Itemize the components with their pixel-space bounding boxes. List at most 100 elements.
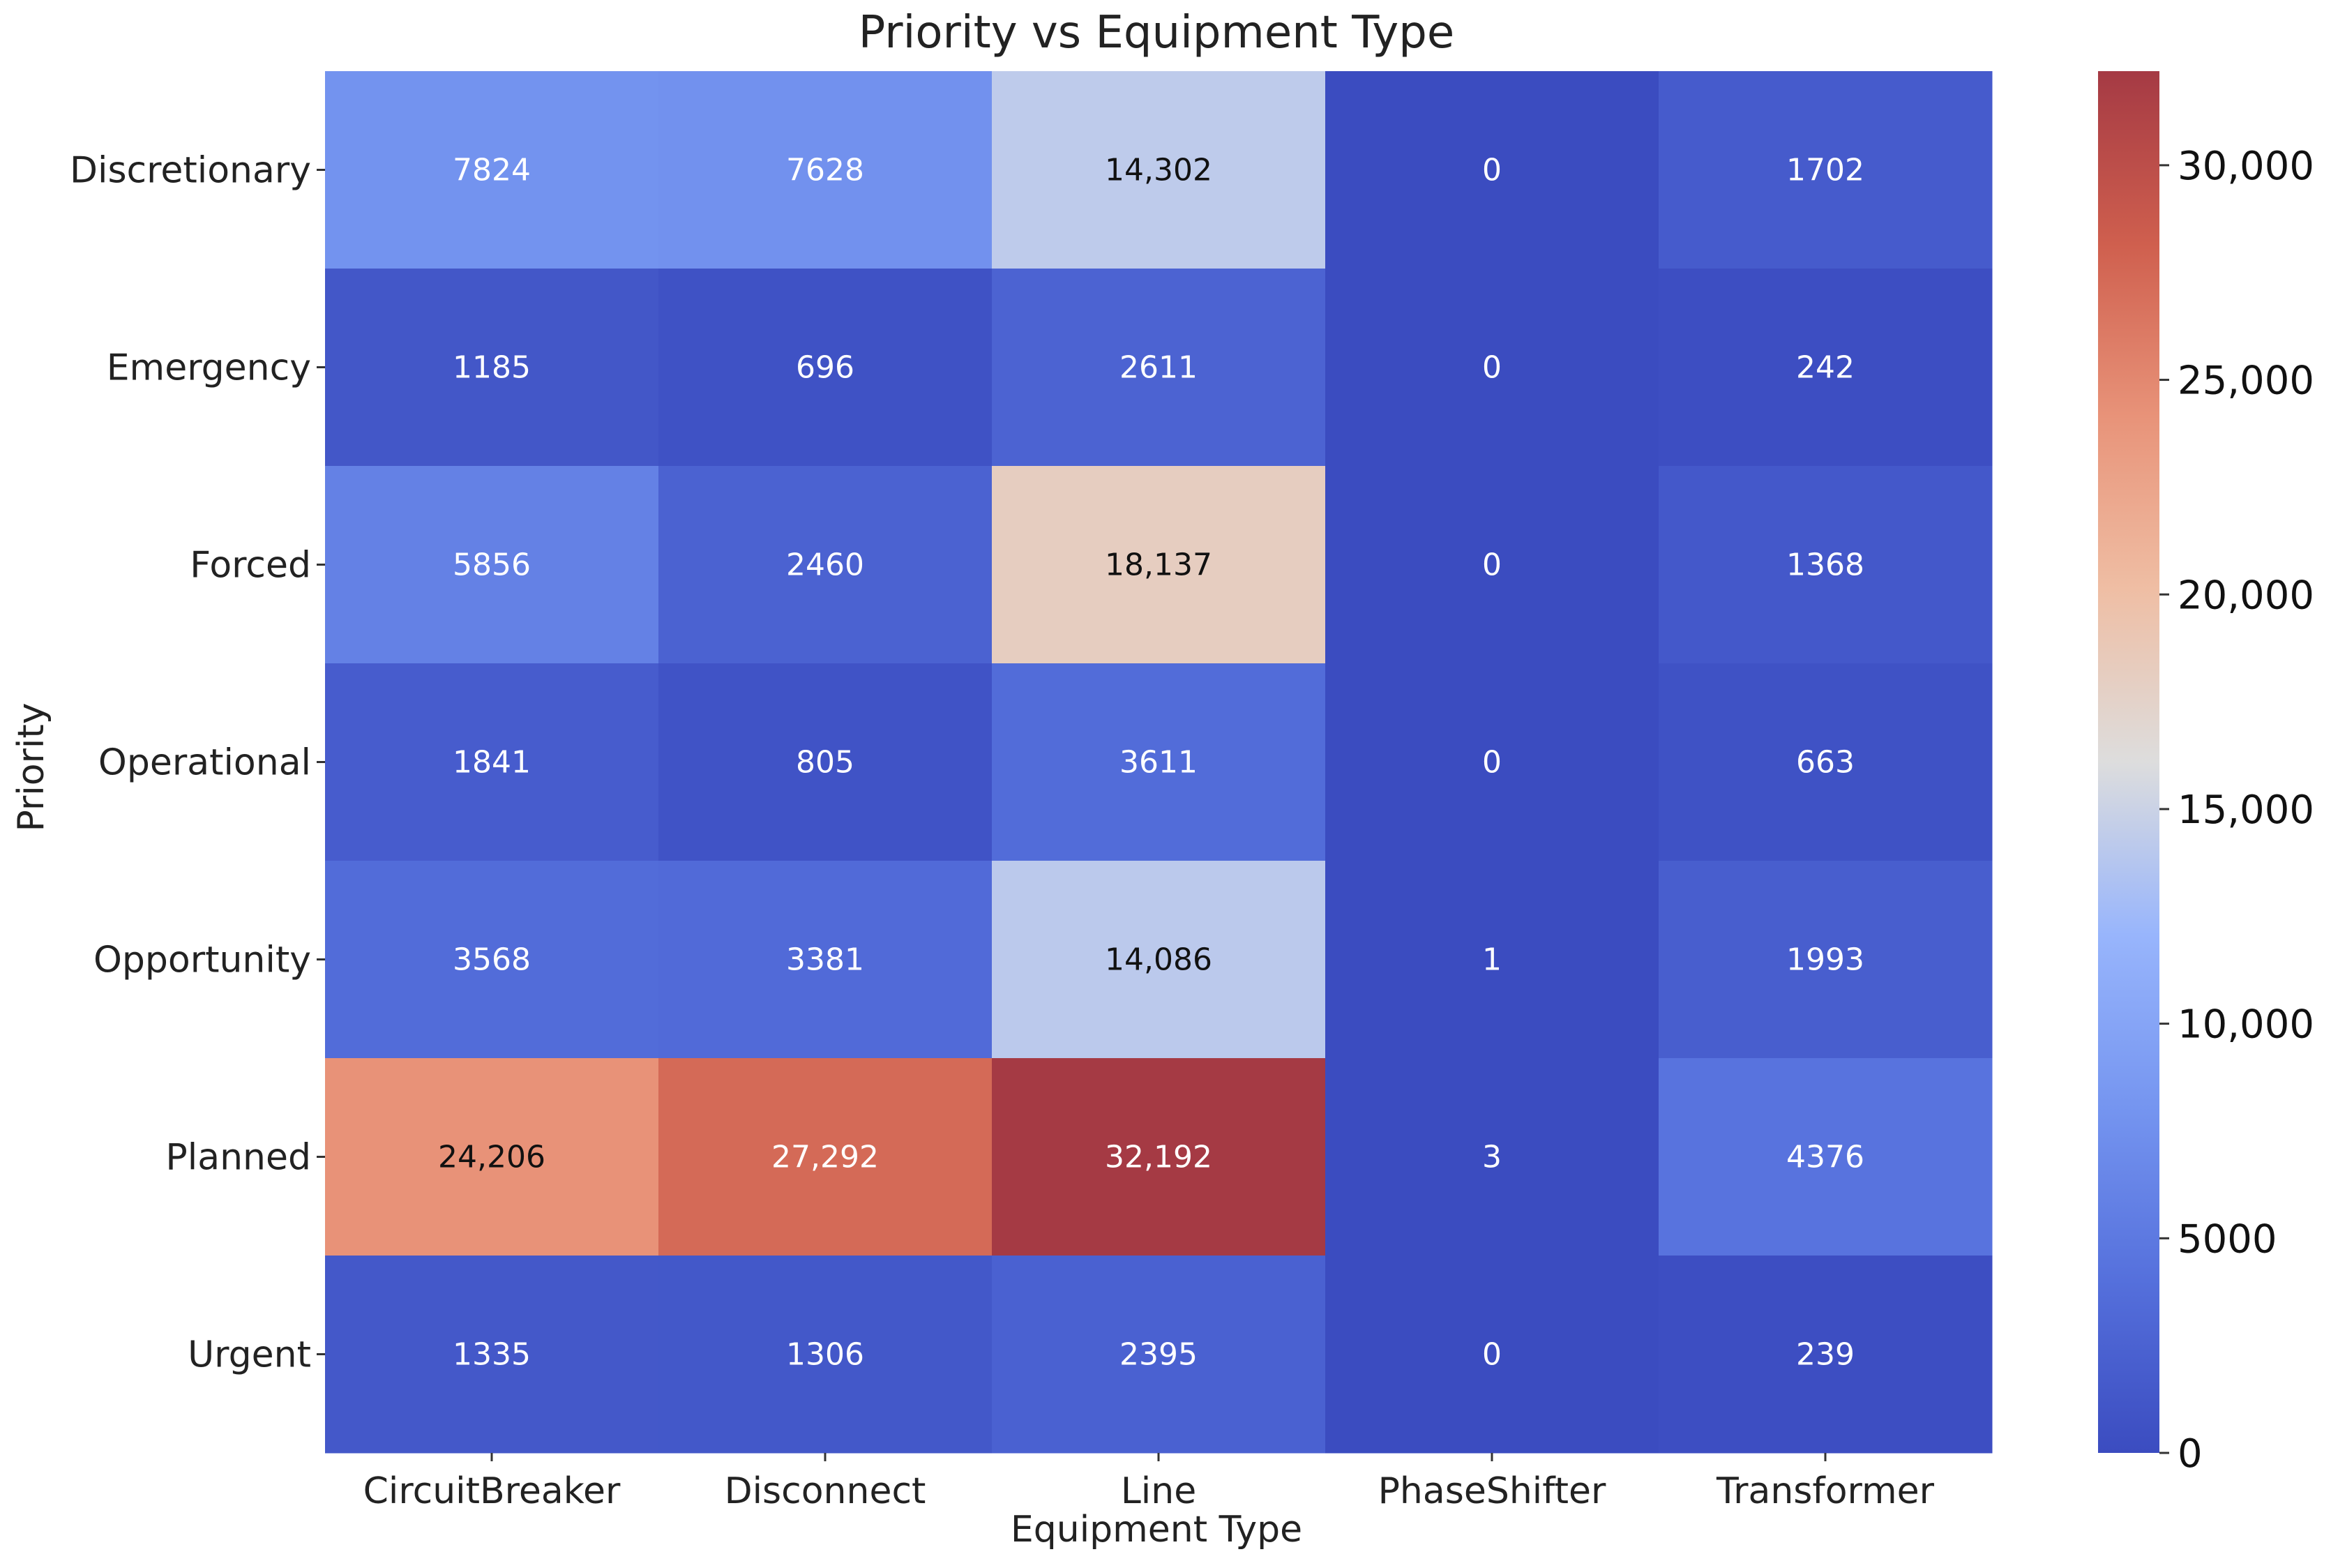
heatmap-cell [325,1256,659,1454]
cell-value-label: 24,206 [438,1140,545,1175]
y-tick-label: Emergency [107,347,311,389]
cell-value-label: 2611 [1119,350,1198,386]
cell-value-label: 696 [796,350,854,386]
cell-value-label: 2460 [786,548,864,583]
cell-value-label: 805 [796,745,854,781]
heatmap-cell [325,663,659,861]
heatmap-cell [1325,1058,1659,1256]
heatmap-cell [658,269,993,467]
y-tick-label: Urgent [188,1334,311,1376]
cell-value-label: 14,302 [1105,153,1212,188]
heatmap-cell [1325,663,1659,861]
cell-value-label: 27,292 [771,1140,879,1175]
cell-value-label: 7628 [786,153,864,188]
x-axis: CircuitBreaker Disconnect Line PhaseShifter… [363,1453,1935,1512]
heatmap-cell [1659,269,1993,467]
cell-value-label: 1335 [453,1337,531,1373]
cell-value-label: 3568 [453,942,531,978]
y-axis: Discretionary Emergency Forced Operational O… [70,150,325,1376]
heatmap-cell [658,466,993,664]
heatmap-cell [1325,1256,1659,1454]
cell-value-label: 18,137 [1105,548,1212,583]
heatmap-cell [992,663,1326,861]
heatmap-cell [992,861,1326,1059]
heatmap-cell [992,1256,1326,1454]
heatmap-cell [1659,861,1993,1059]
heatmap-cell [992,269,1326,467]
heatmap-cell [1659,1256,1993,1454]
x-axis-label: Equipment Type [1011,1509,1302,1551]
heatmap-cell [1325,269,1659,467]
colorbar-gradient [2098,71,2159,1453]
cell-value-label: 663 [1796,745,1855,781]
y-tick-label: Opportunity [93,940,311,981]
heatmap-cell [658,71,993,269]
colorbar-tick-label: 10,000 [2178,1002,2314,1048]
heatmap-cells [325,71,1993,1454]
x-tick-label: Transformer [1716,1470,1935,1512]
cell-value-label: 1306 [786,1337,864,1373]
heatmap-cell [1325,861,1659,1059]
y-tick-label: Planned [165,1137,311,1179]
cell-value-label: 0 [1482,745,1502,781]
x-tick-label: CircuitBreaker [363,1470,621,1512]
heatmap-cell [1659,466,1993,664]
cell-value-label: 32,192 [1105,1140,1212,1175]
cell-value-label: 3381 [786,942,864,978]
heatmap-cell [1325,71,1659,269]
colorbar-tick-label: 30,000 [2178,144,2314,189]
colorbar-tick-label: 0 [2178,1431,2203,1477]
heatmap-cell [658,1256,993,1454]
chart-title: Priority vs Equipment Type [859,7,1454,59]
y-tick-label: Discretionary [70,150,311,192]
heatmap-cell [325,466,659,664]
colorbar-tick-label: 20,000 [2178,573,2314,618]
x-tick-label: Line [1121,1470,1196,1512]
cell-value-label: 1993 [1786,942,1864,978]
heatmap-cell [325,1058,659,1256]
y-tick-label: Forced [190,545,311,587]
cell-value-label: 1841 [453,745,531,781]
cell-value-label: 0 [1482,1337,1502,1373]
heatmap-cell [992,1058,1326,1256]
heatmap-cell [1325,466,1659,664]
cell-value-label: 7824 [453,153,531,188]
cell-value-label: 1368 [1786,548,1864,583]
heatmap-cell [658,1058,993,1256]
colorbar-tick-label: 15,000 [2178,787,2314,833]
cell-value-label: 4376 [1786,1140,1864,1175]
heatmap-cell [1659,71,1993,269]
y-tick-label: Operational [98,742,311,784]
colorbar-tick-label: 25,000 [2178,359,2314,404]
heatmap-cell [325,269,659,467]
colorbar: 0 5000 10,000 15,000 20,000 25,000 30,000 [2098,71,2314,1477]
heatmap-cell [992,71,1326,269]
colorbar-tick-label: 5000 [2178,1216,2277,1262]
cell-value-label: 1 [1482,942,1502,978]
y-axis-label: Priority [10,702,52,831]
x-tick-label: Disconnect [725,1470,926,1512]
cell-value-label: 3611 [1119,745,1198,781]
cell-value-label: 1702 [1786,153,1864,188]
heatmap-cell-labels: 7824 7628 14,302 0 1702 1185 696 2611 0 242 5856 24… [438,153,1864,1373]
heatmap-cell [992,466,1326,664]
heatmap-cell [658,861,993,1059]
heatmap-cell [325,71,659,269]
cell-value-label: 0 [1482,548,1502,583]
cell-value-label: 0 [1482,350,1502,386]
heatmap-cell [325,861,659,1059]
cell-value-label: 2395 [1119,1337,1198,1373]
cell-value-label: 239 [1796,1337,1855,1373]
cell-value-label: 1185 [453,350,531,386]
heatmap-cell [658,663,993,861]
cell-value-label: 242 [1796,350,1855,386]
heatmap-cell [1659,1058,1993,1256]
heatmap-cell [1659,663,1993,861]
cell-value-label: 14,086 [1105,942,1212,978]
x-tick-label: PhaseShifter [1378,1470,1606,1512]
cell-value-label: 5856 [453,548,531,583]
cell-value-label: 3 [1482,1140,1502,1175]
cell-value-label: 0 [1482,153,1502,188]
